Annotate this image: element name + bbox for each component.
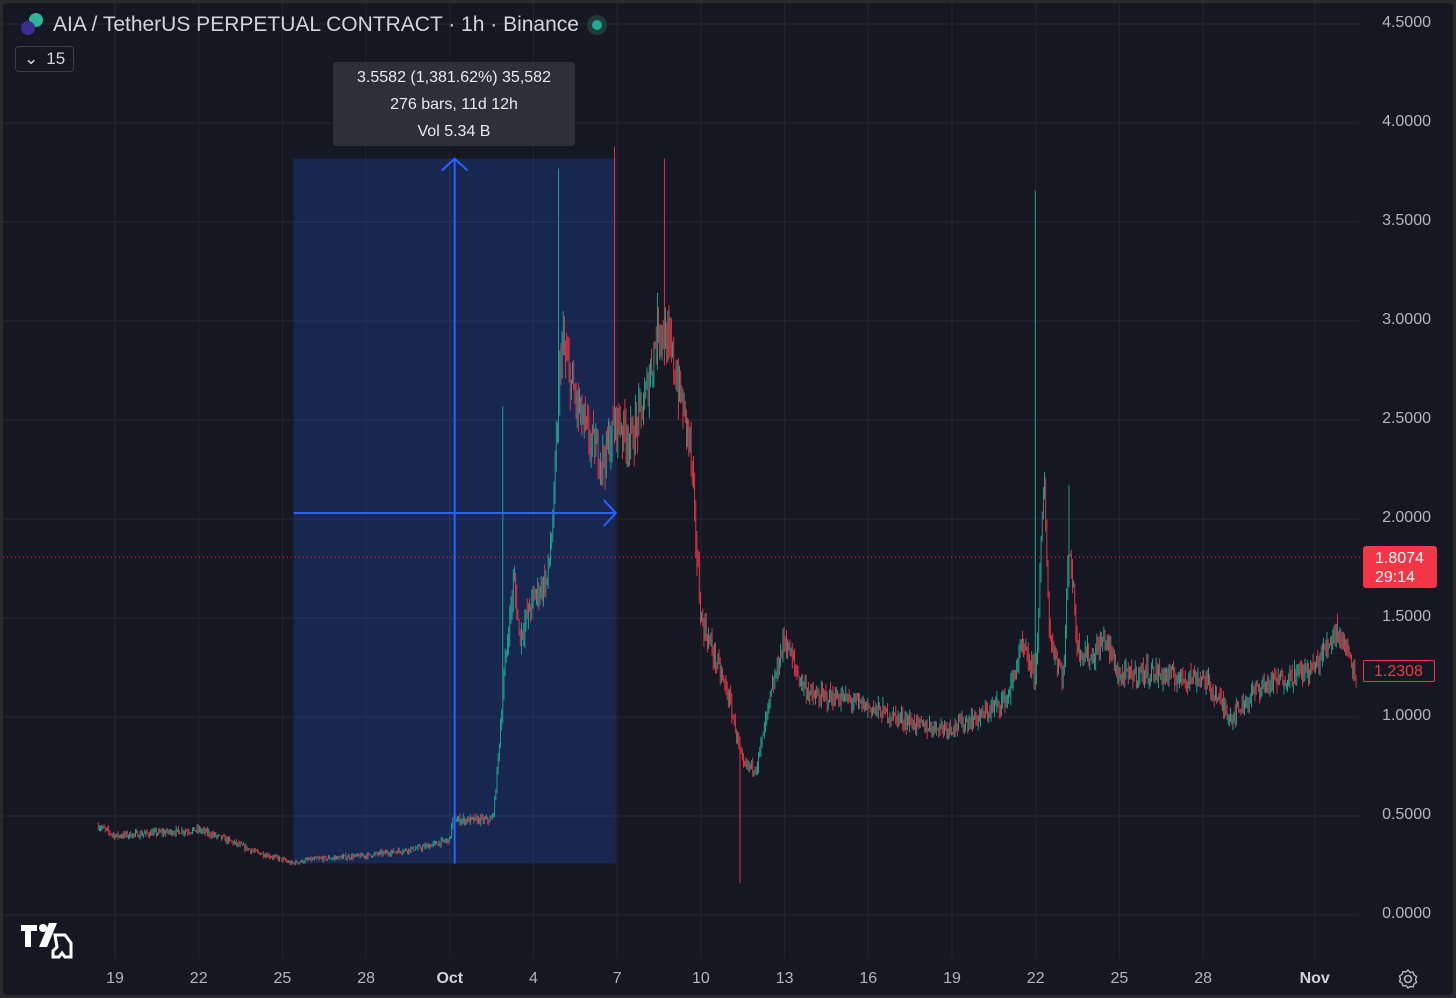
symbol-title[interactable]: AIA / TetherUS PERPETUAL CONTRACT · 1h ·… xyxy=(53,13,579,36)
price-tick-label: 3.0000 xyxy=(1382,311,1431,328)
time-tick-label: Oct xyxy=(436,970,464,987)
price-tick-label: 1.0000 xyxy=(1382,707,1431,724)
arrow-right-icon xyxy=(603,499,618,527)
time-tick-label: 19 xyxy=(943,970,961,987)
current-price-label: 1.8074 29:14 xyxy=(1363,546,1437,588)
market-status-icon[interactable] xyxy=(586,15,607,35)
time-tick-label: 25 xyxy=(273,970,292,987)
arrow-up-icon xyxy=(441,157,469,172)
current-price: 1.8074 xyxy=(1375,550,1424,567)
symbol-icon xyxy=(21,13,45,37)
price-chart[interactable] xyxy=(3,3,1453,995)
indicators-toggle[interactable]: ⌄ 15 xyxy=(15,46,75,72)
time-tick-label: 25 xyxy=(1110,970,1129,987)
tradingview-logo-icon[interactable] xyxy=(19,919,73,959)
time-tick-label: 19 xyxy=(106,970,124,987)
settings-gear-icon[interactable] xyxy=(1397,968,1419,990)
measure-change: 3.5582 (1,381.62%) 35,582 xyxy=(357,69,551,86)
measure-volume: Vol 5.34 B xyxy=(417,123,491,140)
time-tick-label: 10 xyxy=(691,970,710,987)
time-tick-label: 22 xyxy=(1026,970,1045,987)
price-tick-label: 0.0000 xyxy=(1382,905,1431,922)
time-tick-label: 28 xyxy=(357,970,375,987)
time-tick-label: 16 xyxy=(859,970,878,987)
last-price-label: 1.2308 xyxy=(1363,660,1435,682)
time-tick-label: Nov xyxy=(1299,970,1330,987)
measure-bars: 276 bars, 11d 12h xyxy=(390,96,518,113)
candles xyxy=(97,146,1357,884)
time-tick-label: 13 xyxy=(775,970,794,987)
price-tick-label: 0.5000 xyxy=(1382,806,1431,823)
price-tick-label: 2.0000 xyxy=(1382,509,1431,526)
price-tick-label: 2.5000 xyxy=(1382,410,1431,427)
indicator-count: 15 xyxy=(46,49,66,68)
time-tick-label: 22 xyxy=(189,970,208,987)
price-tick-label: 4.0000 xyxy=(1382,113,1431,130)
chevron-down-icon: ⌄ xyxy=(24,49,39,68)
time-tick-label: 4 xyxy=(529,970,538,987)
chart-window[interactable]: AIA / TetherUS PERPETUAL CONTRACT · 1h ·… xyxy=(3,3,1453,995)
price-tick-label: 1.5000 xyxy=(1382,608,1431,625)
price-tick-label: 3.5000 xyxy=(1382,212,1431,229)
time-tick-label: 7 xyxy=(612,970,622,987)
chart-header: AIA / TetherUS PERPETUAL CONTRACT · 1h ·… xyxy=(21,13,607,37)
bar-countdown: 29:14 xyxy=(1375,569,1416,586)
price-tick-label: 4.5000 xyxy=(1382,14,1431,31)
measure-tooltip: 3.5582 (1,381.62%) 35,582 276 bars, 11d … xyxy=(333,62,575,146)
time-tick-label: 28 xyxy=(1194,970,1212,987)
